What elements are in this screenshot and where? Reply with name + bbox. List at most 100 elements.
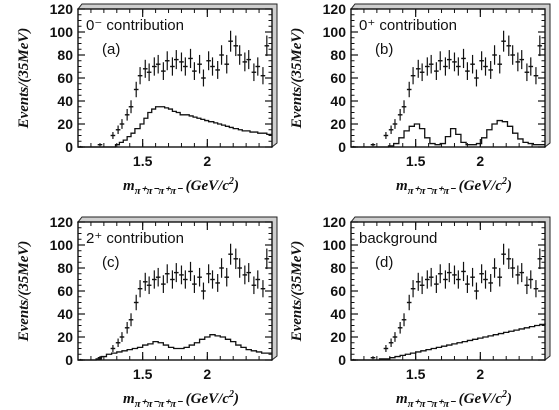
data-point — [152, 57, 157, 76]
data-point — [133, 294, 139, 311]
data-point — [170, 57, 175, 76]
data-point — [388, 338, 394, 347]
y-tick-label: 0 — [65, 352, 73, 368]
data-point — [97, 356, 103, 360]
panel-label: (b) — [375, 41, 393, 58]
data-point — [533, 67, 539, 85]
data-point — [506, 35, 512, 57]
x-tick-label: 1.5 — [406, 366, 426, 382]
y-tick-label: 100 — [50, 237, 74, 253]
data-point — [425, 270, 430, 289]
data-point — [370, 356, 376, 360]
data-point — [170, 270, 175, 289]
data-point — [115, 338, 121, 347]
data-point — [137, 280, 143, 298]
data-point — [97, 143, 103, 147]
panel-frame — [350, 221, 546, 361]
panel-title: 2⁺ contribution — [86, 230, 184, 247]
data-point — [228, 243, 233, 265]
data-point — [246, 263, 252, 283]
data-point — [164, 264, 170, 284]
data-point — [264, 35, 270, 57]
data-point — [392, 119, 398, 129]
data-point — [201, 282, 206, 300]
y-tick-label: 20 — [330, 329, 346, 345]
data-point — [506, 248, 512, 270]
y-tick-label: 0 — [338, 352, 346, 368]
data-point — [133, 81, 139, 98]
data-point — [128, 313, 134, 327]
data-point — [206, 51, 211, 71]
data-point — [415, 272, 421, 291]
y-tick-label: 120 — [323, 1, 347, 17]
data-point — [242, 52, 248, 72]
data-point — [228, 30, 233, 52]
data-point — [456, 57, 461, 76]
data-point — [488, 274, 493, 292]
data-point — [406, 81, 412, 98]
data-point — [437, 264, 443, 284]
data-point — [446, 263, 452, 283]
data-point — [233, 35, 239, 57]
data-point — [224, 267, 230, 287]
data-point — [260, 67, 266, 85]
data-point — [173, 50, 179, 70]
data-point — [497, 54, 503, 74]
chart-panel-c: 0 20 40 60 80 100 120 1.5 2 2⁺ contribution (c) Eve… — [16, 214, 278, 410]
data-point — [215, 61, 220, 79]
data-point — [524, 63, 530, 82]
data-point — [401, 313, 407, 327]
data-point — [388, 125, 394, 134]
y-tick-label: 20 — [57, 116, 73, 132]
data-point — [452, 265, 457, 285]
data-point — [461, 48, 466, 69]
y-axis-label: Events/(35MeV) — [16, 28, 32, 130]
x-axis-label: mπ⁺π⁻π⁺π⁻ (GeV/c2) — [123, 176, 239, 197]
y-axis-label: Events/(35MeV) — [289, 28, 305, 130]
data-point — [219, 258, 224, 278]
data-point — [528, 270, 534, 289]
y-tick-label: 40 — [57, 306, 73, 322]
fit-histogram — [351, 119, 545, 148]
data-point — [351, 145, 356, 148]
chart-panel-b: 0 20 40 60 80 100 120 1.5 2 0⁺ contribution (b) Eve… — [289, 1, 551, 197]
data-point — [179, 265, 184, 285]
data-point — [78, 358, 83, 361]
data-point — [492, 45, 497, 65]
data-point — [488, 61, 493, 79]
data-point — [519, 50, 525, 70]
fit-histogram — [351, 323, 546, 361]
data-point — [415, 59, 421, 78]
chart-panel-a: 0 20 40 60 80 100 120 1.5 2 0⁻ contribution (a) Eve… — [16, 1, 278, 197]
data-point — [188, 261, 193, 282]
data-point — [137, 67, 143, 85]
x-tick-label: 1.5 — [406, 153, 426, 169]
y-tick-label: 100 — [323, 24, 347, 40]
data-point — [124, 322, 130, 334]
data-point — [78, 145, 83, 148]
data-point — [419, 276, 425, 295]
data-point — [242, 265, 248, 285]
data-point — [483, 270, 488, 289]
data-point — [179, 52, 184, 72]
y-tick-label: 60 — [330, 70, 346, 86]
data-point — [492, 258, 497, 278]
y-tick-label: 80 — [330, 47, 346, 63]
data-point — [351, 358, 356, 361]
data-point — [537, 248, 543, 270]
panel-title: 0⁻ contribution — [86, 17, 184, 34]
data-point — [537, 35, 543, 57]
data-point — [474, 69, 479, 87]
data-point — [446, 50, 452, 70]
data-point — [192, 62, 197, 80]
data-point — [434, 62, 439, 80]
data-point — [237, 258, 242, 278]
x-tick-label: 2 — [203, 153, 211, 169]
data-point — [397, 109, 403, 121]
panel-title: 0⁺ contribution — [359, 17, 457, 34]
data-point — [161, 275, 166, 293]
data-point — [224, 54, 230, 74]
data-point — [483, 57, 488, 76]
data-point — [519, 263, 525, 283]
